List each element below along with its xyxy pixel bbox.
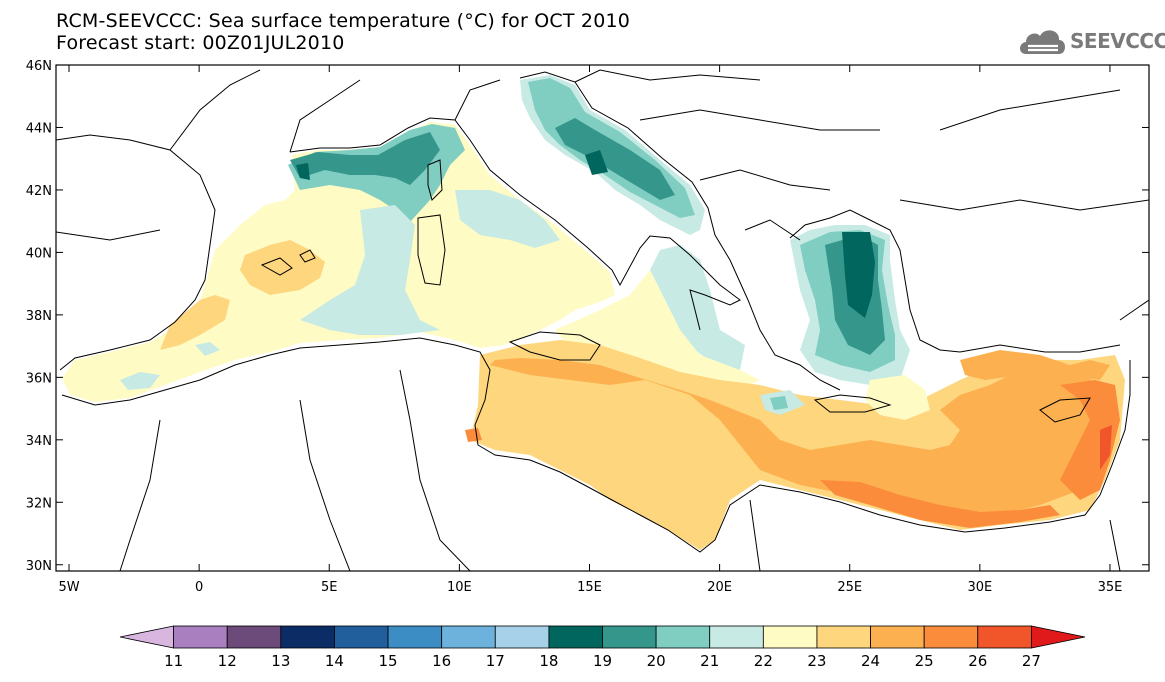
sardinia-west-sst-22 bbox=[300, 205, 440, 335]
colorbar-label: 17 bbox=[486, 652, 505, 670]
colorbar-label: 25 bbox=[915, 652, 934, 670]
cloud-icon bbox=[1020, 30, 1065, 54]
lon-tick-label: 25E bbox=[837, 580, 862, 595]
southern-sst-25 bbox=[490, 358, 1110, 515]
colorbar-swatch bbox=[709, 625, 764, 649]
sicily bbox=[508, 331, 601, 361]
adriatic-sst-20 bbox=[555, 118, 675, 200]
crete-sst-21 bbox=[770, 396, 788, 410]
colorbar-label: 26 bbox=[968, 652, 987, 670]
colorbar-label: 15 bbox=[379, 652, 398, 670]
ligurian-sst-19 bbox=[296, 163, 310, 180]
lon-tick-label: 5W bbox=[58, 580, 79, 595]
lat-tick-label: 38N bbox=[26, 309, 52, 324]
levant-sst-26 bbox=[1060, 380, 1120, 500]
tyrrhenian-sst-22 bbox=[455, 190, 560, 248]
colorbar-label: 16 bbox=[432, 652, 451, 670]
colorbar-lower-arrow bbox=[119, 625, 175, 649]
colorbar-swatch bbox=[762, 625, 818, 649]
colorbar-swatch bbox=[226, 625, 282, 649]
lon-axis: 5W 0 5E 10E 15E 20E 25E 30E 35E bbox=[58, 65, 1122, 595]
colorbar-swatch bbox=[655, 625, 711, 649]
adriatic-east-coast bbox=[519, 71, 841, 391]
colorbar-swatch bbox=[816, 625, 871, 649]
aegean-south-sst-23 bbox=[865, 375, 930, 420]
colorbar-label: 12 bbox=[218, 652, 237, 670]
lat-tick-label: 36N bbox=[26, 371, 52, 386]
colorbar-label: 27 bbox=[1022, 652, 1041, 670]
forecast-start-subtitle: Forecast start: 00Z01JUL2010 bbox=[56, 32, 345, 54]
colorbar-swatch bbox=[334, 625, 389, 649]
colorbar-upper-arrow bbox=[1030, 625, 1086, 649]
colorbar-swatch bbox=[548, 625, 603, 649]
colorbar-label: 13 bbox=[271, 652, 290, 670]
balearic-islands bbox=[260, 249, 316, 276]
ionian-sst-23 bbox=[555, 270, 760, 390]
balearic-sst-24 bbox=[240, 240, 325, 295]
lon-tick-label: 30E bbox=[967, 580, 992, 595]
france-italy-coast bbox=[289, 117, 741, 331]
colorbar-swatch bbox=[441, 625, 496, 649]
north-africa-coast bbox=[61, 337, 1131, 553]
lat-axis: 46N 44N 42N 40N 38N 36N 34N 32N 30N bbox=[26, 59, 1149, 574]
lon-tick-label: 5E bbox=[321, 580, 338, 595]
country-borders bbox=[56, 69, 1149, 571]
lat-tick-label: 40N bbox=[26, 246, 52, 261]
logo-text: SEEVCCC bbox=[1070, 29, 1165, 53]
aegean-sst-19 bbox=[842, 232, 875, 318]
levant-sst-27 bbox=[1100, 425, 1112, 470]
colorbar-label: 11 bbox=[164, 652, 183, 670]
rhodes-sst-25 bbox=[960, 350, 1110, 380]
lat-tick-label: 30N bbox=[26, 559, 52, 574]
alboran-east-sst-22 bbox=[195, 342, 220, 356]
sst-field bbox=[62, 75, 1125, 550]
ionian-sst-22 bbox=[650, 245, 745, 370]
coastlines bbox=[56, 69, 1149, 571]
lon-tick-label: 20E bbox=[707, 580, 732, 595]
egypt-coast-sst-26 bbox=[820, 480, 1060, 528]
lat-tick-label: 42N bbox=[26, 184, 52, 199]
lat-tick-label: 32N bbox=[26, 496, 52, 511]
ligurian-sst-20 bbox=[290, 132, 440, 185]
aegean-coast bbox=[789, 209, 1121, 353]
colorbar-label: 14 bbox=[325, 652, 344, 670]
colorbar-swatch bbox=[977, 625, 1032, 649]
lon-tick-label: 15E bbox=[577, 580, 602, 595]
map-title: RCM-SEEVCCC: Sea surface temperature (°C… bbox=[56, 10, 631, 32]
lon-tick-label: 10E bbox=[447, 580, 472, 595]
adriatic-sst-19 bbox=[585, 150, 608, 175]
iberia-coast bbox=[56, 134, 216, 371]
lat-tick-label: 46N bbox=[26, 59, 52, 74]
colorbar-label: 19 bbox=[593, 652, 612, 670]
libya-coast-sst-24 bbox=[610, 460, 712, 540]
lon-tick-label: 0 bbox=[195, 580, 203, 595]
colorbar-swatch bbox=[602, 625, 657, 649]
lon-tick-label: 35E bbox=[1098, 580, 1123, 595]
colorbar-swatch bbox=[494, 625, 550, 649]
map-frame bbox=[55, 64, 1150, 572]
colorbar-label: 20 bbox=[647, 652, 666, 670]
colorbar-label: 22 bbox=[754, 652, 773, 670]
colorbar-swatch bbox=[280, 625, 335, 649]
colorbar-label: 23 bbox=[807, 652, 826, 670]
colorbar: 11 12 13 14 15 16 17 18 19 20 21 22 23 24 25 26 27 bbox=[119, 625, 1086, 670]
colorbar-label: 24 bbox=[861, 652, 880, 670]
crete bbox=[813, 394, 892, 413]
colorbar-swatch bbox=[870, 625, 925, 649]
alboran-sst-22 bbox=[120, 372, 160, 390]
alboran-sst-24 bbox=[160, 295, 230, 350]
seevccc-logo: SEEVCCC bbox=[1018, 24, 1165, 58]
lat-tick-label: 44N bbox=[26, 121, 52, 136]
colorbar-label: 18 bbox=[539, 652, 558, 670]
sardinia-corsica bbox=[417, 159, 446, 286]
colorbar-swatch bbox=[173, 625, 228, 649]
lat-tick-label: 34N bbox=[26, 434, 52, 449]
tunisia-sst-26 bbox=[465, 428, 482, 442]
cyprus bbox=[1039, 397, 1091, 423]
colorbar-swatch bbox=[923, 625, 979, 649]
colorbar-label: 21 bbox=[700, 652, 719, 670]
colorbar-swatch bbox=[387, 625, 443, 649]
